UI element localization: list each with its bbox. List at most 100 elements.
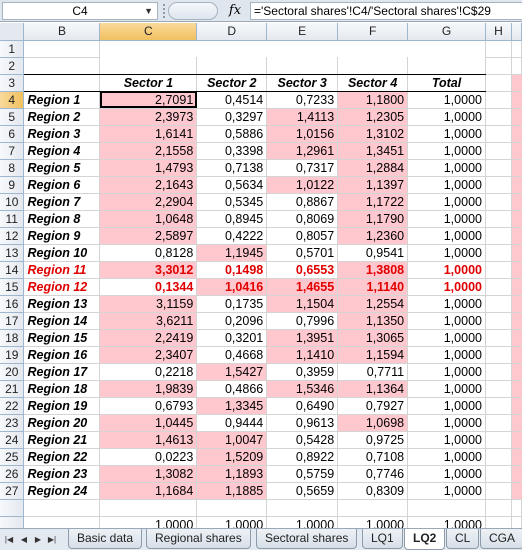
total-value-cell[interactable]: 1,0000	[196, 516, 268, 528]
cell[interactable]	[511, 193, 522, 211]
value-cell[interactable]: 1,0000	[407, 448, 486, 466]
region-label-cell[interactable]: Region 13	[23, 295, 101, 313]
sheet-tab-regional-shares[interactable]: Regional shares	[146, 529, 251, 549]
value-cell[interactable]: 2,2419	[99, 329, 198, 347]
value-cell[interactable]: 1,0698	[337, 414, 409, 432]
region-label-cell[interactable]: Region 19	[23, 397, 101, 415]
value-cell[interactable]: 1,4613	[99, 431, 198, 449]
value-cell[interactable]: 0,9725	[337, 431, 409, 449]
value-cell[interactable]: 0,9541	[337, 244, 409, 262]
value-cell[interactable]: 1,1410	[266, 346, 339, 364]
cell[interactable]	[485, 414, 512, 432]
cell[interactable]	[407, 57, 486, 75]
value-cell[interactable]: 1,3451	[337, 142, 409, 160]
cell[interactable]	[511, 448, 522, 466]
value-cell[interactable]: 1,0000	[407, 465, 486, 483]
value-cell[interactable]: 1,0000	[407, 176, 486, 194]
value-cell[interactable]: 1,1885	[196, 482, 268, 500]
lq-header-cell[interactable]	[23, 40, 101, 58]
value-cell[interactable]: 1,3082	[99, 465, 198, 483]
cell[interactable]	[485, 448, 512, 466]
cell[interactable]	[485, 397, 512, 415]
row-header-18[interactable]: 18	[0, 329, 25, 347]
cell[interactable]	[337, 57, 409, 75]
chevron-down-icon[interactable]: ▼	[144, 6, 153, 16]
cell[interactable]	[407, 499, 486, 517]
region-label-cell[interactable]: Region 15	[23, 329, 101, 347]
value-cell[interactable]: 1,1140	[337, 278, 409, 296]
region-label-cell[interactable]: Region 11	[23, 261, 101, 279]
value-cell[interactable]: 1,0000	[407, 414, 486, 432]
value-cell[interactable]: 0,1735	[196, 295, 268, 313]
value-cell[interactable]: 1,0000	[407, 142, 486, 160]
prev-sheet-icon[interactable]: ◀	[20, 535, 28, 544]
row-header-10[interactable]: 10	[0, 193, 25, 211]
value-cell[interactable]: 2,5897	[99, 227, 198, 245]
value-cell[interactable]: 2,3407	[99, 346, 198, 364]
value-cell[interactable]: 0,9444	[196, 414, 268, 432]
t0-header-cell[interactable]	[99, 40, 486, 57]
cell[interactable]	[511, 261, 522, 279]
cell[interactable]	[511, 244, 522, 262]
value-cell[interactable]: 0,0223	[99, 448, 198, 466]
row-header-22[interactable]: 22	[0, 397, 25, 415]
value-cell[interactable]: 0,8922	[266, 448, 339, 466]
value-cell[interactable]: 1,3951	[266, 329, 339, 347]
row-header-16[interactable]: 16	[0, 295, 25, 313]
value-cell[interactable]: 1,2554	[337, 295, 409, 313]
cell[interactable]	[99, 57, 198, 75]
value-cell[interactable]: 1,1594	[337, 346, 409, 364]
cell[interactable]	[23, 57, 101, 75]
value-cell[interactable]: 0,4514	[196, 91, 268, 109]
cell[interactable]	[485, 465, 512, 483]
row-header-1[interactable]: 1	[0, 40, 25, 58]
value-cell[interactable]: 0,5886	[196, 125, 268, 143]
value-cell[interactable]: 1,1350	[337, 312, 409, 330]
value-cell[interactable]: 3,3012	[99, 261, 198, 279]
region-label-cell[interactable]: Region 21	[23, 431, 101, 449]
cell[interactable]	[511, 431, 522, 449]
value-cell[interactable]: 1,0000	[407, 159, 486, 177]
value-cell[interactable]: 1,4793	[99, 159, 198, 177]
value-cell[interactable]: 1,0000	[407, 193, 486, 211]
value-cell[interactable]: 1,1790	[337, 210, 409, 228]
cell[interactable]	[511, 499, 522, 517]
cell[interactable]	[266, 499, 339, 517]
value-cell[interactable]: 0,5428	[266, 431, 339, 449]
value-cell[interactable]: 0,3297	[196, 108, 268, 126]
cell[interactable]	[511, 278, 522, 296]
value-cell[interactable]: 0,8945	[196, 210, 268, 228]
value-cell[interactable]: 1,0000	[407, 295, 486, 313]
value-cell[interactable]: 1,0000	[407, 329, 486, 347]
column-label-cell[interactable]: Sector 4	[337, 74, 409, 92]
value-cell[interactable]: 0,3959	[266, 363, 339, 381]
value-cell[interactable]: 0,7317	[266, 159, 339, 177]
column-header-d[interactable]: D	[196, 23, 268, 41]
cell[interactable]	[337, 499, 409, 517]
cell[interactable]	[485, 40, 512, 58]
value-cell[interactable]: 1,3808	[337, 261, 409, 279]
value-cell[interactable]: 1,0000	[407, 227, 486, 245]
column-label-cell[interactable]: Sector 2	[196, 74, 268, 92]
value-cell[interactable]: 1,0156	[266, 125, 339, 143]
row-header-25[interactable]: 25	[0, 448, 25, 466]
cell[interactable]	[485, 482, 512, 500]
value-cell[interactable]: 1,9839	[99, 380, 198, 398]
value-cell[interactable]: 1,0122	[266, 176, 339, 194]
row-header-27[interactable]: 27	[0, 482, 25, 500]
formula-buttons[interactable]	[168, 2, 218, 20]
cell[interactable]	[511, 414, 522, 432]
column-header-e[interactable]: E	[266, 23, 339, 41]
value-cell[interactable]: 1,1684	[99, 482, 198, 500]
cell[interactable]	[196, 57, 268, 75]
cell[interactable]	[485, 380, 512, 398]
cell[interactable]	[485, 346, 512, 364]
value-cell[interactable]: 0,5659	[266, 482, 339, 500]
value-cell[interactable]: 1,1504	[266, 295, 339, 313]
cell[interactable]	[23, 499, 101, 517]
cell[interactable]	[23, 74, 101, 92]
value-cell[interactable]: 0,7927	[337, 397, 409, 415]
value-cell[interactable]: 0,8128	[99, 244, 198, 262]
value-cell[interactable]: 1,2961	[266, 142, 339, 160]
column-header-g[interactable]: G	[407, 23, 486, 41]
